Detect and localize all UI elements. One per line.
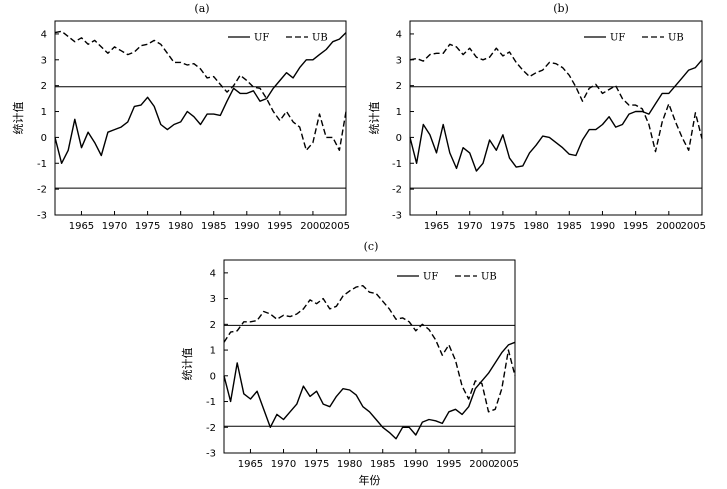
panel-c: (c) 4 3 2 1 0 -1 -2 -3 1965 1970 1975 1980 1985 1990 19…: [181, 240, 519, 487]
y-tick-label: 0: [210, 371, 216, 382]
y-tick-label: -2: [37, 185, 47, 196]
y-tick-label: 1: [396, 107, 402, 118]
x-tick-label: 2000: [469, 459, 494, 470]
y-tick-label: 1: [210, 346, 216, 357]
y-tick-label: 2: [210, 320, 216, 331]
y-tick-label: 0: [41, 133, 47, 144]
x-tick-label: 1990: [590, 221, 615, 232]
y-tick-label: 3: [210, 294, 216, 305]
y-axis-label: 统计值: [181, 348, 194, 381]
x-tick-label: 2000: [656, 221, 681, 232]
legend-label-uf: UF: [610, 33, 625, 44]
x-tick-label: 2000: [300, 221, 325, 232]
x-tick-label: 1995: [436, 459, 461, 470]
panel-a: (a) 4 3 2 1 0 -1 -2 -3 1965 1970 1975 1980 1985 1990 19…: [12, 2, 350, 232]
y-axis-label: 统计值: [12, 102, 25, 135]
series-line-uf: [409, 59, 703, 172]
y-tick-label: 1: [41, 107, 47, 118]
series-line-ub: [223, 285, 516, 413]
y-tick-label: -3: [206, 449, 216, 460]
x-tick-label: 1965: [69, 221, 94, 232]
y-tick-label: 3: [396, 55, 402, 66]
x-tick-label: 1970: [457, 221, 482, 232]
series-line-uf: [54, 32, 347, 165]
x-tick-label: 1990: [234, 221, 259, 232]
y-tick-label: -3: [392, 211, 402, 222]
x-tick-label: 1990: [403, 459, 428, 470]
x-axis-label: 年份: [359, 473, 381, 487]
panel-title: (b): [553, 2, 569, 15]
legend-label-ub: UB: [481, 272, 497, 283]
y-tick-label: -2: [206, 423, 216, 434]
x-tick-label: 1985: [557, 221, 582, 232]
y-tick-label: 3: [41, 55, 47, 66]
x-tick-label: 1995: [267, 221, 292, 232]
plot-frame: [409, 20, 703, 216]
y-tick-label: -1: [206, 397, 216, 408]
x-tick-label: 1980: [523, 221, 548, 232]
x-tick-label: 1970: [271, 459, 296, 470]
y-tick-label: -2: [392, 185, 402, 196]
x-tick-label: 1975: [304, 459, 329, 470]
series-line-ub: [409, 43, 703, 153]
y-tick-label: 0: [396, 133, 402, 144]
x-tick-label: 2005: [325, 221, 350, 232]
x-tick-label: 1965: [238, 459, 263, 470]
legend-label-ub: UB: [668, 33, 684, 44]
panel-title: (a): [194, 2, 209, 15]
x-tick-label: 1965: [424, 221, 449, 232]
series-line-ub: [54, 30, 347, 152]
x-tick-label: 1985: [370, 459, 395, 470]
legend-label-uf: UF: [254, 33, 269, 44]
y-tick-label: 2: [396, 81, 402, 92]
panel-b: (b) 4 3 2 1 0 -1 -2 -3 1965 1970 1975 1980 1985 1990 19…: [368, 2, 706, 232]
x-tick-label: 1985: [201, 221, 226, 232]
x-tick-label: 1970: [102, 221, 127, 232]
x-tick-label: 1975: [490, 221, 515, 232]
legend-label-uf: UF: [423, 272, 438, 283]
legend-label-ub: UB: [312, 33, 328, 44]
series-line-uf: [223, 341, 516, 440]
y-tick-label: -3: [37, 211, 47, 222]
x-tick-label: 1980: [168, 221, 193, 232]
x-tick-label: 1975: [135, 221, 160, 232]
panel-title: (c): [364, 240, 379, 253]
y-axis-label: 统计值: [368, 102, 381, 135]
x-tick-label: 2005: [681, 221, 706, 232]
y-tick-label: 2: [41, 81, 47, 92]
plot-frame: [223, 259, 516, 454]
x-tick-label: 1980: [337, 459, 362, 470]
y-tick-label: -1: [392, 159, 402, 170]
x-tick-label: 1995: [623, 221, 648, 232]
x-tick-label: 2005: [494, 459, 519, 470]
plot-frame: [54, 20, 347, 216]
y-tick-label: 4: [396, 29, 402, 40]
y-tick-label: -1: [37, 159, 47, 170]
y-tick-label: 4: [41, 29, 47, 40]
y-tick-label: 4: [210, 268, 216, 279]
